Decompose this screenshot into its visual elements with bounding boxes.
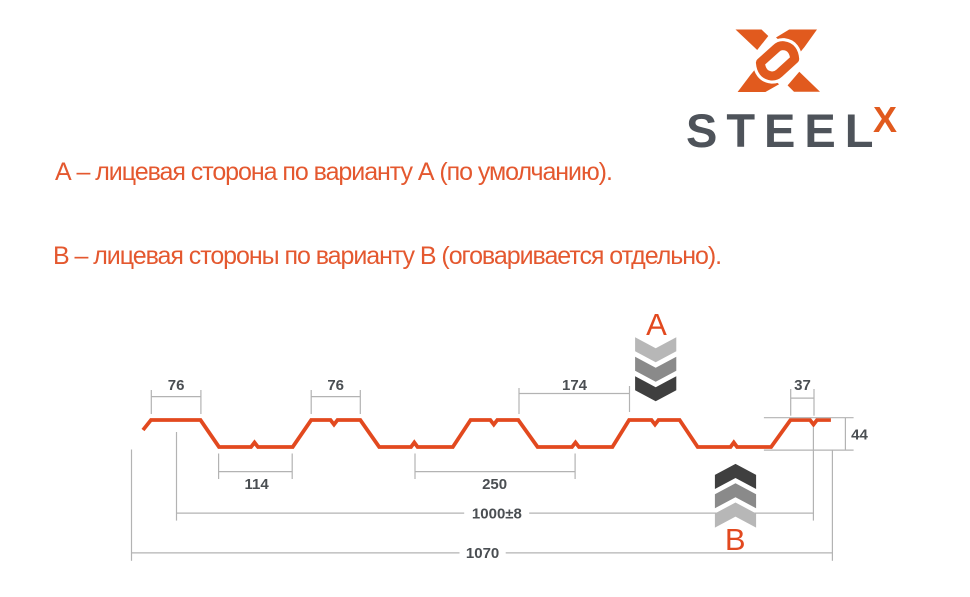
- svg-text:114: 114: [244, 476, 269, 493]
- svg-text:76: 76: [168, 377, 185, 394]
- svg-text:1000±8: 1000±8: [472, 506, 522, 523]
- svg-text:174: 174: [562, 377, 588, 394]
- svg-text:76: 76: [327, 377, 344, 394]
- svg-text:1070: 1070: [466, 545, 499, 562]
- svg-text:37: 37: [794, 377, 811, 394]
- svg-text:А: А: [646, 307, 667, 342]
- svg-text:44: 44: [851, 427, 868, 444]
- svg-text:250: 250: [482, 476, 507, 493]
- svg-text:В: В: [725, 522, 746, 557]
